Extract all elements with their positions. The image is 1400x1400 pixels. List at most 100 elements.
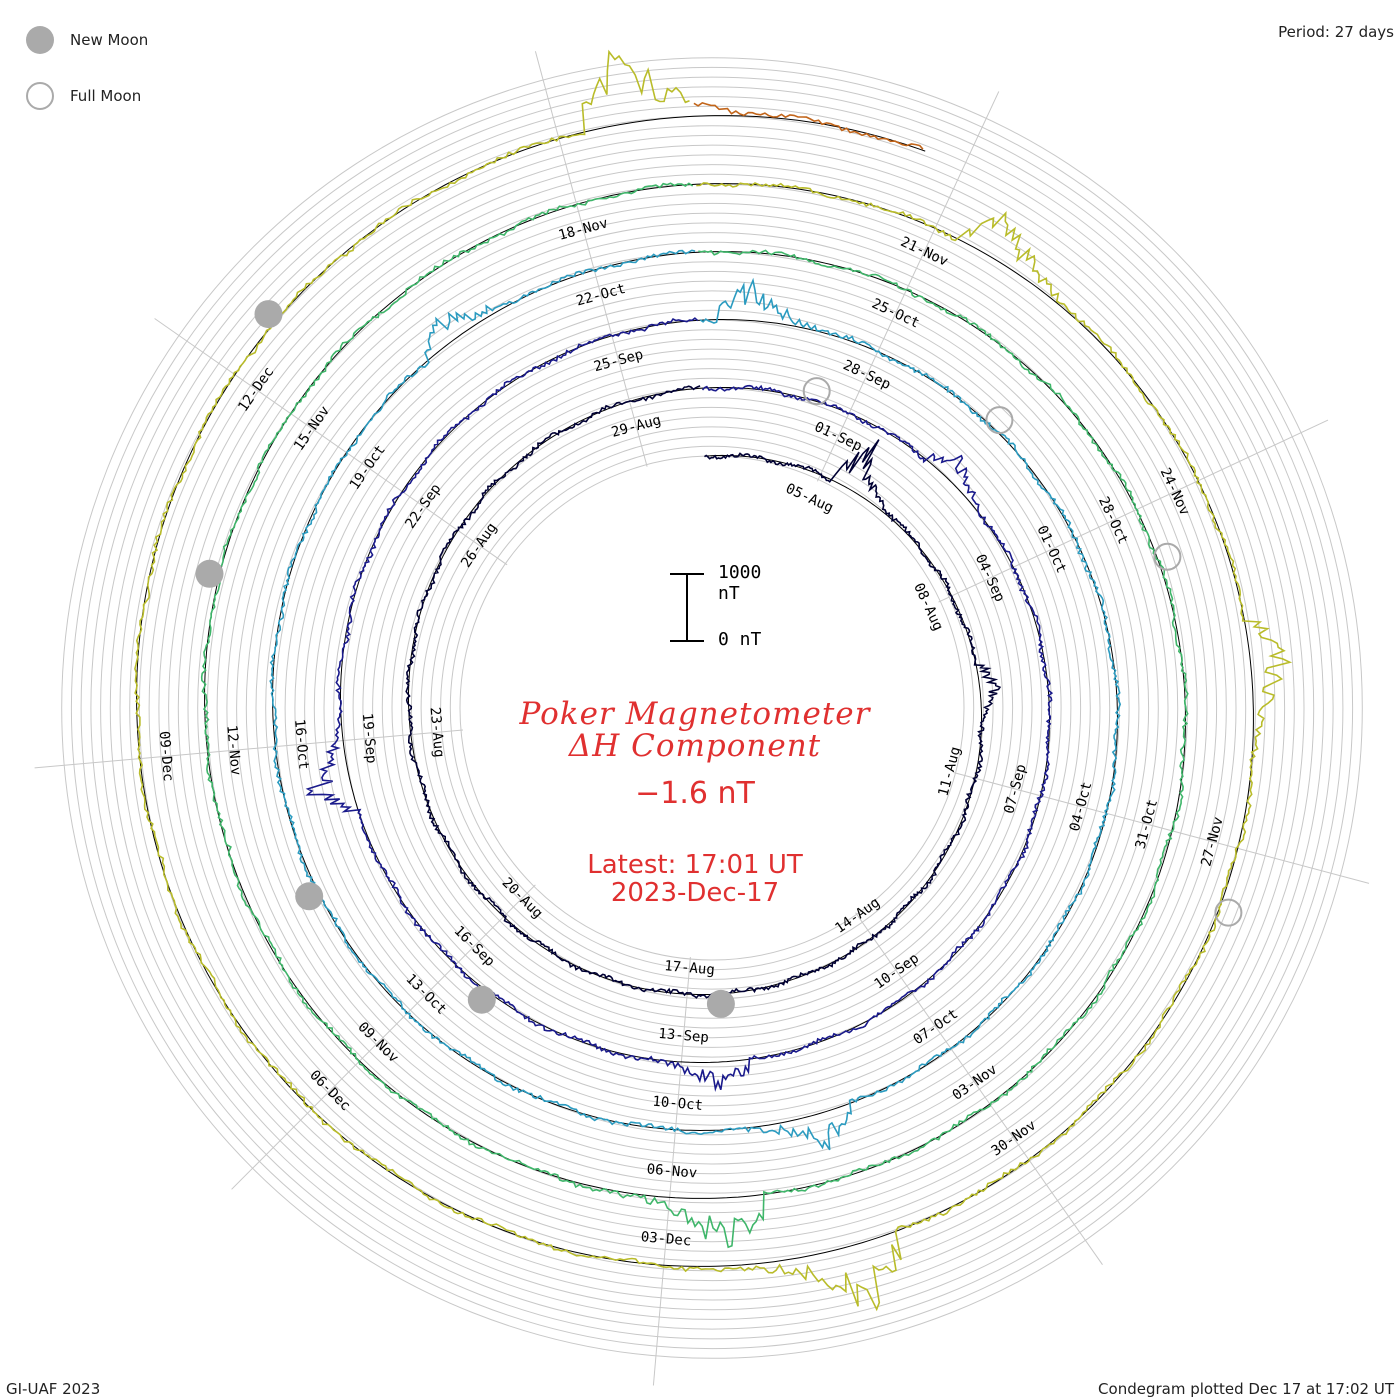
latest-date: 2023-Dec-17: [610, 878, 780, 908]
date-label: 30-Nov: [989, 1117, 1040, 1159]
grid-ring: [362, 358, 1062, 1058]
grid-ring: [168, 164, 1256, 1252]
day-spoke: [231, 884, 536, 1190]
grid-ring: [70, 66, 1354, 1350]
date-label: 28-Oct: [1095, 494, 1131, 547]
grid-ring: [61, 57, 1363, 1359]
grid-ring: [226, 222, 1198, 1194]
date-label: 31-Oct: [1133, 798, 1161, 851]
new-moon-marker: [295, 882, 324, 911]
day-spoke: [816, 91, 1000, 482]
trace-period-6: [693, 102, 924, 150]
day-spoke: [534, 51, 648, 467]
date-label: 04-Sep: [972, 552, 1008, 605]
date-label: 09-Dec: [156, 730, 176, 782]
day-spoke: [953, 772, 1370, 884]
date-label: 19-Sep: [359, 712, 379, 764]
grid-ring: [109, 105, 1315, 1311]
day-spoke: [652, 957, 691, 1386]
grid-ring: [449, 445, 975, 971]
date-label: 13-Sep: [658, 1026, 710, 1046]
data-traces: [134, 49, 1293, 1312]
grid-ring: [206, 202, 1218, 1214]
grid-ring: [216, 212, 1208, 1204]
scale-bottom-label: 0 nT: [718, 629, 762, 650]
date-label: 24-Nov: [1157, 466, 1193, 519]
trace-period-3: [269, 249, 1122, 1151]
scale-tick-bottom: [670, 640, 704, 642]
scale-bar-line: [686, 574, 688, 642]
date-label: 25-Sep: [592, 347, 645, 376]
latest-time: Latest: 17:01 UT: [587, 850, 803, 880]
grid-ring: [100, 96, 1324, 1320]
grid-ring: [148, 144, 1276, 1272]
center-title-block: Poker Magnetometer ΔH Component −1.6 nT …: [430, 698, 960, 907]
chart-title-line2: ΔH Component: [568, 728, 822, 764]
chart-title-line1: Poker Magnetometer: [519, 696, 871, 732]
date-label: 12-Nov: [223, 724, 243, 776]
date-label: 22-Oct: [575, 281, 628, 310]
current-value: −1.6 nT: [635, 776, 755, 811]
grid-ring: [440, 436, 984, 980]
moon-markers: [195, 300, 1243, 1018]
date-label: 07-Oct: [911, 1006, 962, 1048]
grid-ring: [313, 309, 1111, 1107]
legend-new-moon: New Moon: [26, 12, 148, 68]
day-spokes: [34, 51, 1370, 1386]
date-label: 08-Aug: [910, 581, 946, 634]
legend-full-moon: Full Moon: [26, 68, 148, 124]
credit-label: GI-UAF 2023: [6, 1380, 101, 1398]
grid-ring: [381, 377, 1043, 1039]
plotted-timestamp: Condegram plotted Dec 17 at 17:02 UT: [1098, 1380, 1394, 1398]
grid-ring: [177, 173, 1247, 1243]
grid-ring: [129, 125, 1295, 1291]
full-moon-icon: [26, 82, 54, 110]
grid-ring: [430, 426, 994, 990]
day-spoke: [154, 318, 508, 566]
grid-ring: [158, 154, 1266, 1262]
period-label: Period: 27 days: [1278, 23, 1394, 41]
grid-ring: [333, 329, 1091, 1087]
grid-ring: [284, 280, 1140, 1136]
new-moon-marker: [195, 559, 224, 588]
moon-legend: New Moon Full Moon: [26, 12, 148, 124]
grid-ring: [138, 134, 1286, 1282]
date-label: 23-Aug: [426, 706, 446, 758]
date-label: 10-Sep: [872, 950, 923, 992]
grid-ring: [294, 290, 1130, 1126]
trace-period-4: [200, 182, 1189, 1249]
full-moon-marker: [1214, 898, 1243, 927]
grid-ring: [80, 76, 1344, 1340]
new-moon-marker: [467, 985, 496, 1014]
grid-ring: [90, 86, 1334, 1330]
grid-ring: [372, 368, 1052, 1048]
grid-ring: [352, 348, 1072, 1068]
full-moon-marker: [985, 406, 1014, 435]
grid-ring: [342, 338, 1082, 1078]
new-moon-marker: [706, 989, 735, 1018]
grid-ring: [401, 397, 1023, 1019]
date-label: 27-Nov: [1198, 815, 1226, 868]
date-label: 06-Nov: [646, 1161, 698, 1181]
new-moon-marker: [254, 300, 283, 329]
date-label: 03-Nov: [950, 1062, 1001, 1104]
full-moon-marker: [802, 377, 831, 406]
day-spoke: [34, 729, 464, 769]
full-moon-marker: [1153, 542, 1182, 571]
date-label: 04-Oct: [1067, 780, 1095, 833]
day-spoke: [938, 419, 1329, 603]
date-label: 16-Oct: [291, 718, 311, 770]
grid-ring: [265, 261, 1159, 1155]
date-label: 05-Aug: [783, 481, 836, 517]
date-label: 29-Aug: [610, 412, 663, 441]
date-label: 10-Oct: [652, 1094, 704, 1114]
grid-ring: [245, 241, 1179, 1175]
date-label: 18-Nov: [557, 215, 610, 244]
date-label: 03-Dec: [640, 1229, 692, 1249]
new-moon-icon: [26, 26, 54, 54]
grid-ring: [236, 232, 1188, 1184]
legend-full-moon-label: Full Moon: [70, 87, 142, 105]
day-spoke: [855, 912, 1103, 1265]
spiral-grid: [61, 57, 1363, 1359]
